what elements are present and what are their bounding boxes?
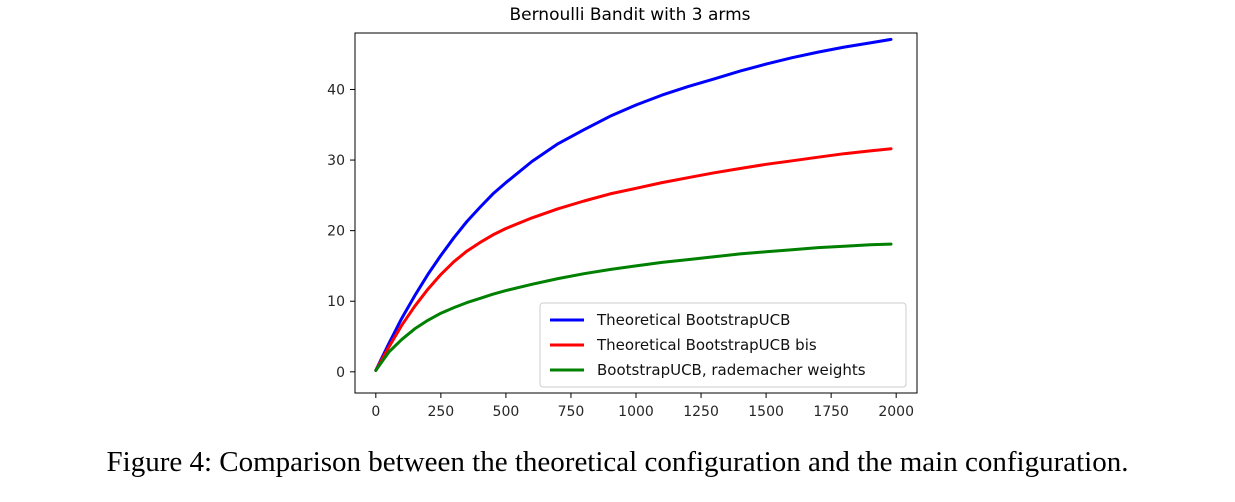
x-tick-label: 250	[427, 404, 454, 420]
x-tick-label: 1250	[683, 404, 719, 420]
legend-label-1: Theoretical BootstrapUCB	[596, 311, 790, 329]
y-tick-label: 30	[327, 153, 345, 169]
y-tick-label: 20	[327, 224, 345, 240]
x-tick-label: 0	[371, 404, 380, 420]
legend-label-2: Theoretical BootstrapUCB bis	[596, 336, 817, 354]
series-line-3	[374, 242, 893, 372]
legend-label-3: BootstrapUCB, rademacher weights	[597, 361, 866, 379]
y-tick-label: 10	[327, 294, 345, 310]
x-tick-label: 500	[493, 404, 520, 420]
y-tick-label: 40	[327, 82, 345, 98]
x-tick-label: 1750	[813, 404, 849, 420]
x-tick-label: 1000	[618, 404, 654, 420]
series-lines	[374, 37, 893, 372]
x-tick-label: 750	[558, 404, 585, 420]
y-tick-label: 0	[336, 365, 345, 381]
axes: 0 250 500 750 1000 1250 1500 1750 2000 0 10 20 30 40	[327, 32, 918, 420]
series-line-1	[374, 37, 893, 372]
series-line-2	[374, 147, 893, 372]
chart: Bernoulli Bandit with 3 arms 0 250 500 750 1…	[327, 5, 918, 420]
x-tick-label: 2000	[878, 404, 914, 420]
chart-title: Bernoulli Bandit with 3 arms	[510, 5, 751, 25]
x-tick-label: 1500	[748, 404, 784, 420]
figure-caption: Figure 4: Comparison between the theoret…	[106, 446, 1129, 478]
legend: Theoretical BootstrapUCB Theoretical Boot…	[539, 302, 907, 388]
legend-box	[539, 302, 907, 388]
